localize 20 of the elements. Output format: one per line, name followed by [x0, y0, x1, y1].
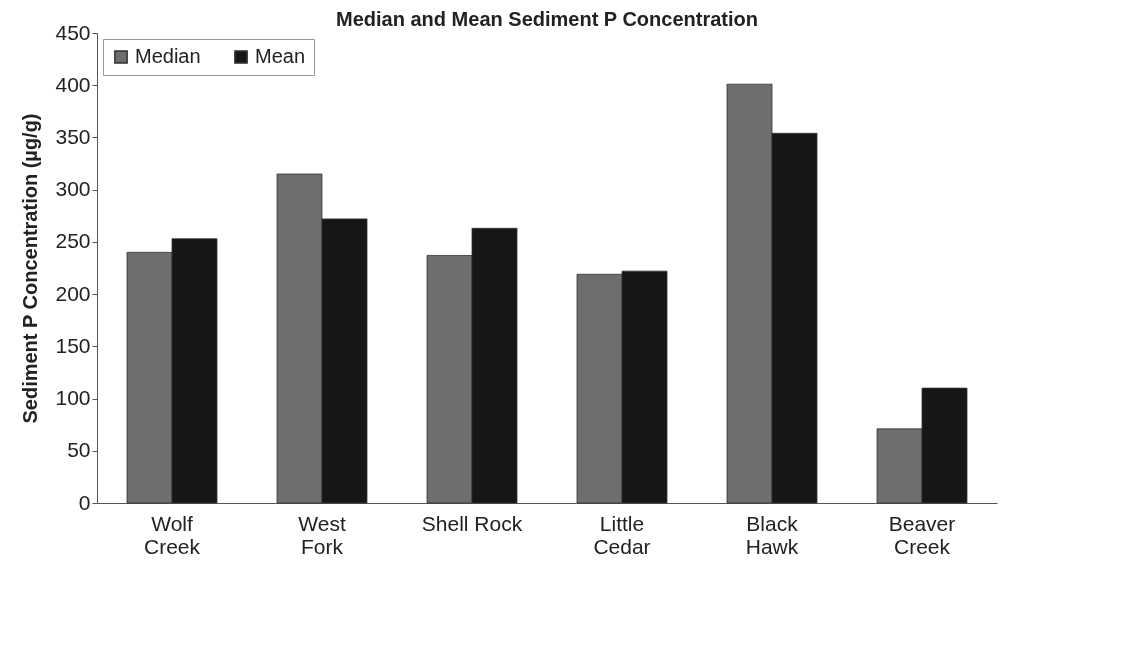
y-tick-label: 250 [55, 229, 91, 253]
y-axis-title: Sediment P Concentration (µg/g) [19, 113, 42, 424]
x-tick-label: Beaver Creek [888, 511, 956, 558]
y-tick-label: 200 [55, 281, 91, 305]
y-tick-label: 100 [55, 386, 91, 410]
x-tick-label: Shell Rock [421, 511, 523, 535]
y-tick-label: 300 [55, 177, 91, 201]
y-tick-label: 450 [55, 20, 91, 44]
legend-label: Median [135, 45, 201, 67]
x-tick-label: West Fork [298, 511, 346, 558]
chart-title: Median and Mean Sediment P Concentration [336, 8, 758, 30]
x-tick-label: Wolf Creek [143, 511, 201, 558]
y-tick-label: 0 [78, 490, 91, 514]
y-tick-label: 50 [67, 438, 91, 462]
y-tick-label: 400 [55, 72, 91, 96]
x-tick-label: Little Cedar [593, 511, 651, 558]
legend-label: Mean [255, 45, 306, 67]
y-tick-label: 150 [55, 333, 91, 357]
x-tick-label: Black Hawk [745, 511, 799, 558]
y-tick-label: 350 [55, 124, 91, 148]
